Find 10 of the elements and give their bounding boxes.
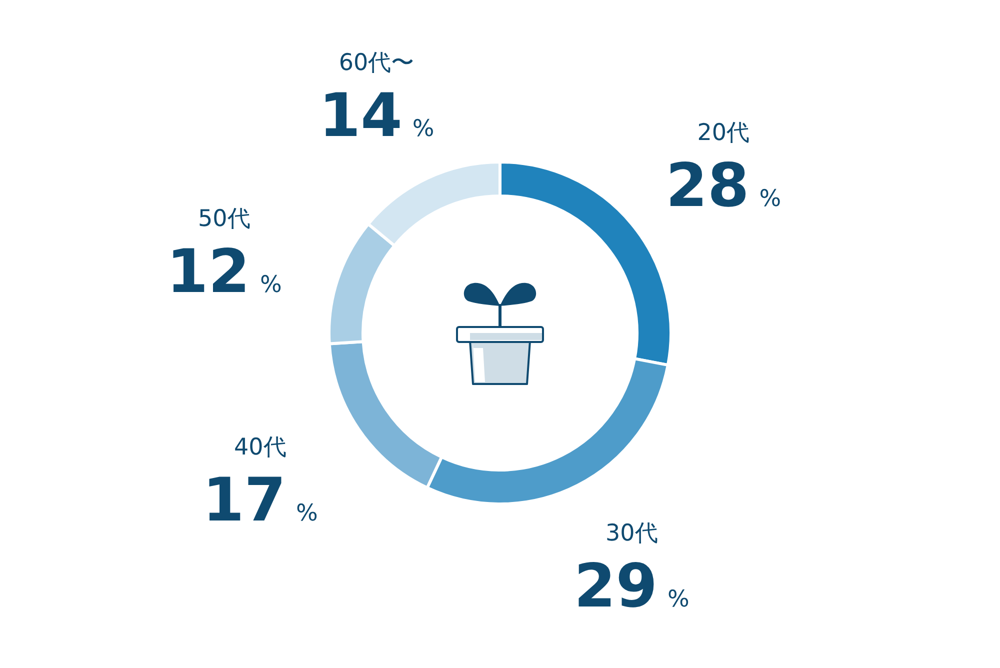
data-label: 12% (166, 237, 282, 308)
slice-label: 60代〜 (338, 50, 414, 76)
slice-label: 20代 (697, 120, 750, 146)
slice-label: 50代 (198, 206, 250, 232)
data-label: 28% (666, 150, 782, 221)
data-label: 17% (202, 465, 318, 536)
slice-label: 40代 (234, 434, 286, 460)
data-label: 14% (318, 80, 434, 151)
slice-label: 30代 (606, 520, 658, 546)
data-label: 29% (574, 551, 690, 622)
